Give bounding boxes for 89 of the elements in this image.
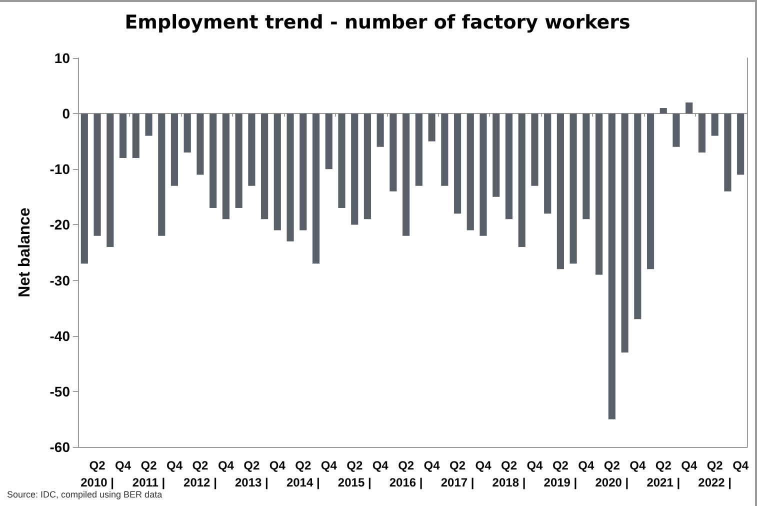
bar	[274, 114, 281, 230]
bar	[222, 114, 230, 220]
x-tick-label: Q4	[475, 458, 492, 472]
y-tick-label: -30	[50, 272, 70, 288]
y-axis-title: Net balance	[16, 207, 34, 298]
bar	[261, 114, 268, 220]
bar	[338, 114, 346, 208]
bar	[672, 114, 680, 147]
x-tick-label: Q4	[320, 458, 338, 472]
x-tick-label: Q4	[630, 458, 646, 472]
y-tick-label: -10	[50, 161, 70, 178]
bar	[505, 114, 513, 220]
bar	[376, 114, 384, 147]
x-tick-label: Q4	[218, 458, 234, 472]
source-note: Source: IDC, compiled using BER data	[7, 490, 162, 500]
x-tick-label: Q2 2011 |	[132, 458, 166, 490]
y-tick-label: 10	[54, 50, 70, 66]
bar	[235, 114, 242, 208]
bar	[531, 114, 538, 186]
bar	[364, 114, 372, 220]
bar	[106, 114, 114, 247]
x-tick-label: Q4	[166, 458, 183, 472]
bar	[724, 114, 732, 192]
x-tick-label: Q4	[526, 458, 544, 472]
bar	[454, 114, 462, 214]
bar	[402, 114, 410, 236]
bar	[686, 102, 693, 114]
bar	[80, 114, 88, 264]
x-tick-label: Q2 2017 |	[440, 458, 474, 490]
bar	[351, 114, 358, 225]
x-tick-label: Q2 2014 |	[286, 458, 320, 490]
bar	[390, 114, 397, 192]
bar	[660, 108, 667, 114]
y-tick-label: -20	[50, 216, 70, 233]
x-tick-label: Q4	[732, 458, 749, 472]
x-tick-label: Q4	[115, 458, 132, 472]
x-tick-label: Q4	[681, 458, 698, 472]
bar	[210, 114, 217, 208]
x-tick-label: Q2 2012 |	[184, 458, 217, 490]
bar	[312, 114, 320, 264]
bar	[466, 114, 474, 230]
bar	[480, 114, 487, 236]
x-tick-label: Q4	[372, 458, 389, 472]
bar	[196, 114, 204, 175]
y-tick-label: -40	[50, 328, 70, 344]
y-tick-label: -50	[50, 383, 70, 400]
bar	[582, 114, 590, 220]
bar	[132, 114, 140, 158]
bar	[119, 114, 127, 158]
bar	[170, 114, 178, 186]
x-tick-label: Q4	[424, 458, 440, 472]
x-tick-label: Q2 2019 |	[544, 458, 578, 490]
bar	[286, 114, 294, 242]
bar	[158, 114, 166, 236]
bar	[544, 114, 552, 214]
x-tick-label: Q2 2010 |	[80, 458, 114, 490]
bar	[634, 114, 642, 320]
chart-title: Employment trend - number of factory workers	[124, 12, 630, 34]
bar	[300, 114, 307, 230]
bar	[325, 114, 332, 170]
x-tick-label: Q4	[269, 458, 286, 472]
x-tick-label: Q2 2015 |	[338, 458, 372, 490]
bar	[608, 114, 616, 420]
bar	[428, 114, 436, 142]
x-tick-label: Q2 2013 |	[234, 458, 268, 490]
bar	[518, 114, 526, 247]
bar	[145, 114, 152, 136]
x-tick-label: Q4	[578, 458, 595, 472]
bar	[94, 114, 101, 236]
bar	[570, 114, 577, 264]
x-tick-label: Q2 2020 |	[595, 458, 629, 490]
bar	[492, 114, 500, 197]
bar	[556, 114, 564, 270]
bar	[415, 114, 422, 186]
x-tick-label: Q2 2016 |	[389, 458, 423, 490]
y-tick-label: 0	[62, 106, 70, 122]
x-tick-label: Q2 2022 |	[698, 458, 732, 490]
bar	[698, 114, 706, 152]
x-tick-label: Q2 2021 |	[646, 458, 680, 490]
bar	[621, 114, 628, 353]
bar	[184, 114, 191, 152]
y-tick-label: -60	[50, 439, 70, 455]
bar	[646, 114, 654, 270]
bar	[711, 114, 718, 136]
x-tick-label: Q2 2018 |	[492, 458, 526, 490]
bar	[441, 114, 448, 186]
bar	[596, 114, 603, 275]
bar	[737, 114, 744, 175]
bar	[248, 114, 256, 186]
